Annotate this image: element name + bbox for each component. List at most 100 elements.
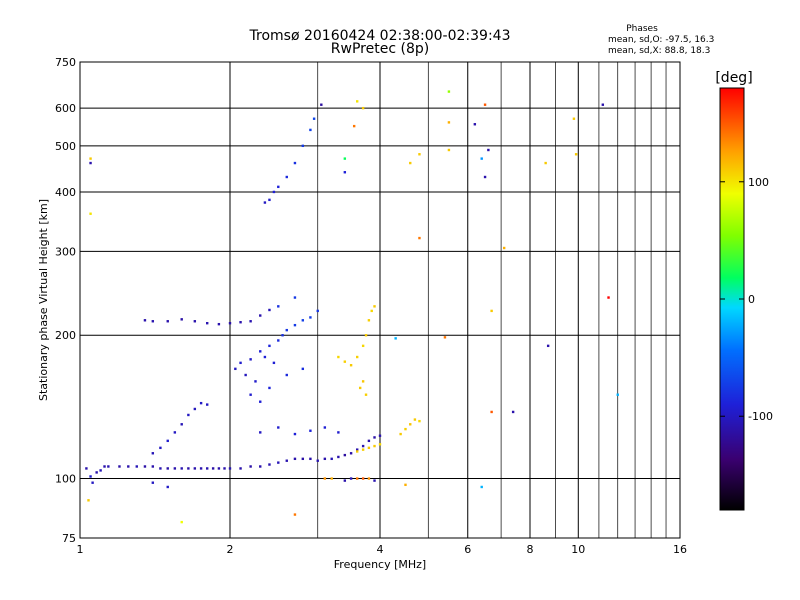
y-axis-ticks: 75 100 200 300 400 500 600 750 <box>55 56 76 545</box>
data-point <box>259 314 262 317</box>
data-point <box>118 465 121 468</box>
data-point <box>323 477 327 480</box>
chart-subtitle: RwPretec (8p) <box>331 41 429 57</box>
data-point <box>281 334 284 337</box>
data-point <box>364 393 368 396</box>
data-point <box>572 117 576 120</box>
data-point <box>103 465 106 468</box>
data-point <box>502 246 506 250</box>
data-point <box>483 103 487 106</box>
data-point <box>249 320 252 323</box>
data-point <box>143 465 147 468</box>
data-point <box>309 457 312 461</box>
data-point <box>418 419 421 423</box>
data-point <box>166 320 169 323</box>
data-point <box>211 467 215 470</box>
x-axis-ticks: 1 2 4 6 8 10 16 <box>77 543 688 556</box>
data-point <box>337 355 340 359</box>
data-point <box>244 373 247 377</box>
data-point <box>293 296 297 299</box>
x-tick-label: 2 <box>227 543 234 556</box>
data-point <box>409 161 412 165</box>
data-point <box>487 148 490 152</box>
data-point <box>373 444 376 448</box>
data-point <box>309 128 312 132</box>
data-point <box>293 432 297 436</box>
chart-title: Tromsø 20160424 02:38:00-02:39:43 <box>249 28 511 44</box>
y-tick-label: 400 <box>55 186 76 199</box>
data-point <box>361 477 365 480</box>
data-point <box>373 305 376 308</box>
x-tick-label: 4 <box>377 543 384 556</box>
data-point <box>268 386 271 390</box>
data-point <box>418 153 421 156</box>
data-point <box>361 344 365 348</box>
data-point <box>480 157 483 160</box>
data-point <box>409 423 412 426</box>
y-tick-label: 100 <box>55 473 76 486</box>
data-point <box>337 431 340 434</box>
data-point <box>259 465 262 468</box>
x-tick-label: 16 <box>673 543 687 556</box>
data-point <box>159 446 162 450</box>
colorbar-tick-label: 0 <box>748 293 755 306</box>
data-point <box>309 429 312 432</box>
data-point <box>480 485 483 489</box>
data-point <box>166 485 169 489</box>
data-point <box>544 161 547 165</box>
data-point <box>511 410 515 414</box>
data-point <box>367 477 371 480</box>
data-point <box>361 444 365 448</box>
x-axis-label: Frequency [MHz] <box>334 558 426 571</box>
data-point <box>309 316 312 319</box>
data-point <box>166 439 169 443</box>
data-point <box>193 320 197 323</box>
data-point <box>173 467 177 470</box>
data-point <box>249 465 252 468</box>
data-point <box>447 90 451 93</box>
data-point <box>358 386 362 390</box>
data-point <box>361 448 365 451</box>
data-point <box>249 358 252 361</box>
data-point <box>373 479 376 482</box>
data-point <box>574 153 578 156</box>
data-point <box>239 321 242 324</box>
data-point <box>285 175 288 179</box>
data-point <box>323 457 327 461</box>
colorbar-tick-label: 100 <box>748 176 769 189</box>
y-tick-label: 75 <box>62 532 76 545</box>
data-point <box>378 443 382 446</box>
data-point <box>323 426 327 429</box>
data-point <box>601 103 605 106</box>
data-point <box>301 457 305 461</box>
data-point <box>418 236 421 240</box>
data-point <box>91 481 94 484</box>
data-point <box>293 161 297 165</box>
data-point <box>330 477 333 480</box>
data-point <box>277 339 280 342</box>
x-tick-label: 8 <box>527 543 534 556</box>
data-point <box>268 308 271 312</box>
data-point <box>285 459 288 462</box>
data-point <box>87 499 90 502</box>
colorbar-tick-label: -100 <box>748 410 773 423</box>
data-point <box>143 319 147 322</box>
data-point <box>355 450 359 453</box>
data-point <box>272 190 276 194</box>
data-point <box>277 461 280 464</box>
data-point <box>127 465 130 468</box>
data-point <box>370 309 373 313</box>
data-point <box>349 452 353 455</box>
data-point <box>180 423 183 426</box>
data-point <box>616 393 619 396</box>
data-point <box>312 117 316 120</box>
data-point <box>399 432 402 436</box>
data-point <box>180 318 183 321</box>
data-point <box>259 400 262 403</box>
data-point <box>337 455 340 459</box>
data-point <box>223 467 226 470</box>
data-point <box>205 467 209 470</box>
data-point <box>483 175 487 179</box>
data-point <box>364 334 368 337</box>
data-point <box>151 320 155 323</box>
